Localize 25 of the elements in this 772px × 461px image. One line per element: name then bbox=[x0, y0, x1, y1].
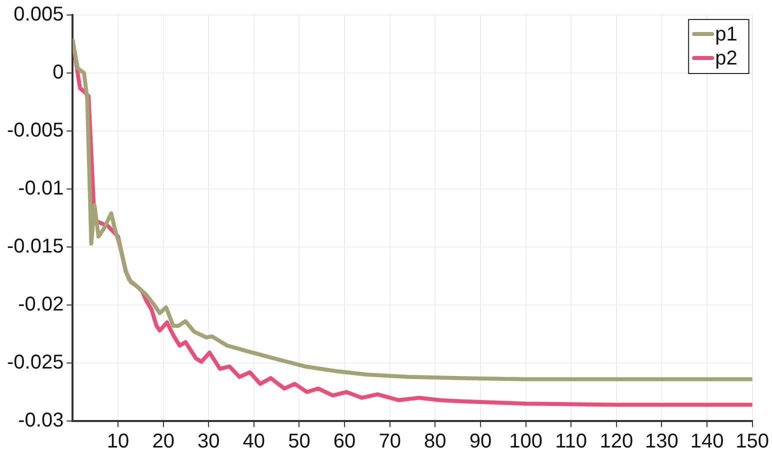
x-tick-label: 130 bbox=[645, 430, 678, 453]
y-tick-label: -0.015 bbox=[6, 236, 64, 258]
y-tick-label: -0.03 bbox=[18, 410, 64, 432]
x-tick-label: 30 bbox=[198, 430, 220, 453]
y-tick-label: -0.01 bbox=[18, 178, 64, 200]
y-tick-label: -0.025 bbox=[6, 352, 64, 374]
x-tick-label: 150 bbox=[736, 430, 770, 453]
y-tick-label: 0 bbox=[52, 62, 64, 84]
y-tick-label: -0.02 bbox=[18, 294, 64, 316]
y-tick-label: -0.005 bbox=[6, 120, 64, 142]
x-tick-label: 70 bbox=[378, 430, 401, 453]
x-tick-label: 10 bbox=[106, 430, 130, 453]
legend-label: p1 bbox=[715, 24, 738, 46]
x-tick-label: 80 bbox=[424, 430, 446, 453]
x-tick-label: 60 bbox=[333, 430, 356, 453]
x-tick-label: 50 bbox=[288, 430, 310, 453]
y-tick-label: 0.005 bbox=[14, 4, 64, 26]
x-tick-label: 90 bbox=[469, 430, 492, 453]
x-tick-label: 100 bbox=[509, 430, 542, 453]
x-tick-label: 140 bbox=[690, 430, 724, 453]
x-tick-label: 110 bbox=[555, 430, 588, 453]
x-tick-label: 20 bbox=[152, 430, 174, 453]
x-tick-label: 120 bbox=[600, 430, 634, 453]
legend-label: p2 bbox=[715, 48, 738, 70]
x-tick-label: 40 bbox=[242, 430, 266, 453]
